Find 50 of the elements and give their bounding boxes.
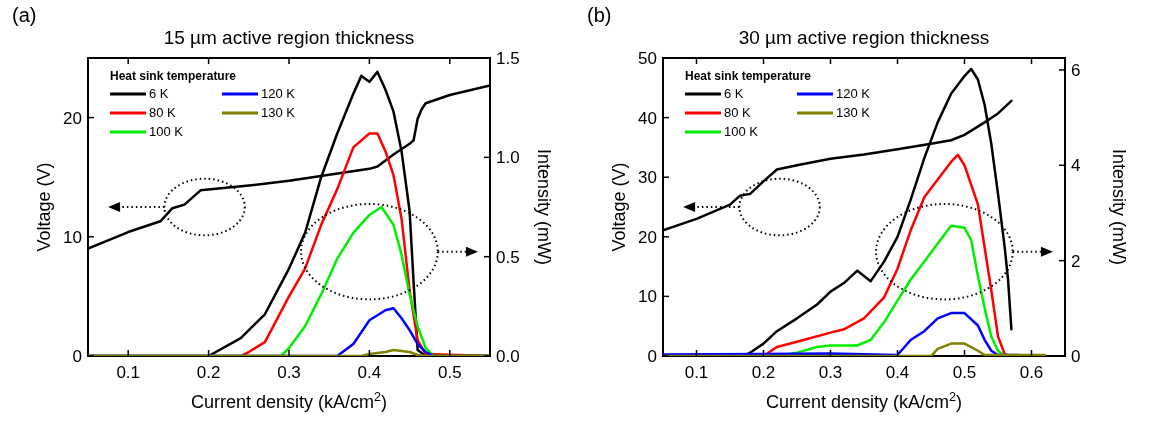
legend-label: 130 K	[261, 105, 296, 120]
chart-title: 30 µm active region thickness	[738, 27, 990, 48]
y-tick-label: 20	[638, 227, 657, 247]
x-tick-label: 0.4	[885, 363, 910, 382]
y-tick-label: 0	[72, 347, 82, 366]
y2-tick-label: 1.0	[496, 148, 520, 168]
legend-title: Heat sink temperature	[685, 69, 812, 83]
legend-label: 6 K	[724, 86, 744, 101]
legend-label: 6 K	[149, 86, 169, 101]
x-tick-label: 0.1	[116, 363, 141, 382]
y-tick-label: 0	[647, 347, 657, 366]
y-axis-title: Voltage (V)	[609, 162, 629, 252]
y-tick-label: 10	[63, 227, 82, 247]
y2-tick-label: 6	[1071, 60, 1081, 80]
y2-tick-label: 1.5	[496, 49, 520, 68]
y2-axis-title: Intensity (mW)	[534, 148, 554, 266]
x-tick-label: 0.6	[1019, 363, 1044, 382]
legend-label: 100 K	[149, 124, 184, 139]
x-tick-label: 0.4	[357, 363, 382, 382]
y2-tick-label: 0.5	[496, 247, 520, 267]
x-tick-label: 0.2	[196, 363, 221, 382]
x-tick-label: 0.2	[751, 363, 776, 382]
x-tick-label: 0.3	[277, 363, 301, 382]
y2-tick-label: 2	[1071, 251, 1081, 271]
text: (b)	[587, 4, 612, 26]
x-tick-label: 0.5	[437, 363, 462, 382]
y-axis-title: Voltage (V)	[34, 162, 54, 252]
y-tick-label: 10	[638, 287, 657, 307]
x-tick-label: 0.1	[684, 363, 709, 382]
x-tick-label: 0.3	[818, 363, 843, 382]
legend-label: 100 K	[724, 124, 759, 139]
legend-label: 80 K	[149, 105, 177, 120]
y-tick-label: 30	[638, 168, 657, 188]
legend-title: Heat sink temperature	[110, 69, 237, 83]
chart-title: 15 µm active region thickness	[163, 27, 415, 48]
legend-label: 120 K	[836, 86, 871, 101]
legend-label: 130 K	[836, 105, 871, 120]
legend-label: 80 K	[724, 105, 752, 120]
y-tick-label: 20	[63, 108, 82, 128]
x-axis-title: Current density (kA/cm$^{2}$)	[190, 390, 388, 412]
x-axis-title: Current density (kA/cm$^{2}$)	[765, 390, 963, 412]
y2-tick-label: 0	[1071, 347, 1081, 366]
y-tick-label: 50	[638, 49, 657, 68]
y2-tick-label: 0.0	[496, 347, 520, 366]
y2-axis-title: Intensity (mW)	[1109, 148, 1129, 266]
y2-tick-label: 4	[1071, 156, 1081, 176]
x-tick-label: 0.5	[952, 363, 977, 382]
legend-label: 120 K	[261, 86, 296, 101]
y-tick-label: 40	[638, 108, 657, 128]
text: (a)	[12, 4, 37, 26]
